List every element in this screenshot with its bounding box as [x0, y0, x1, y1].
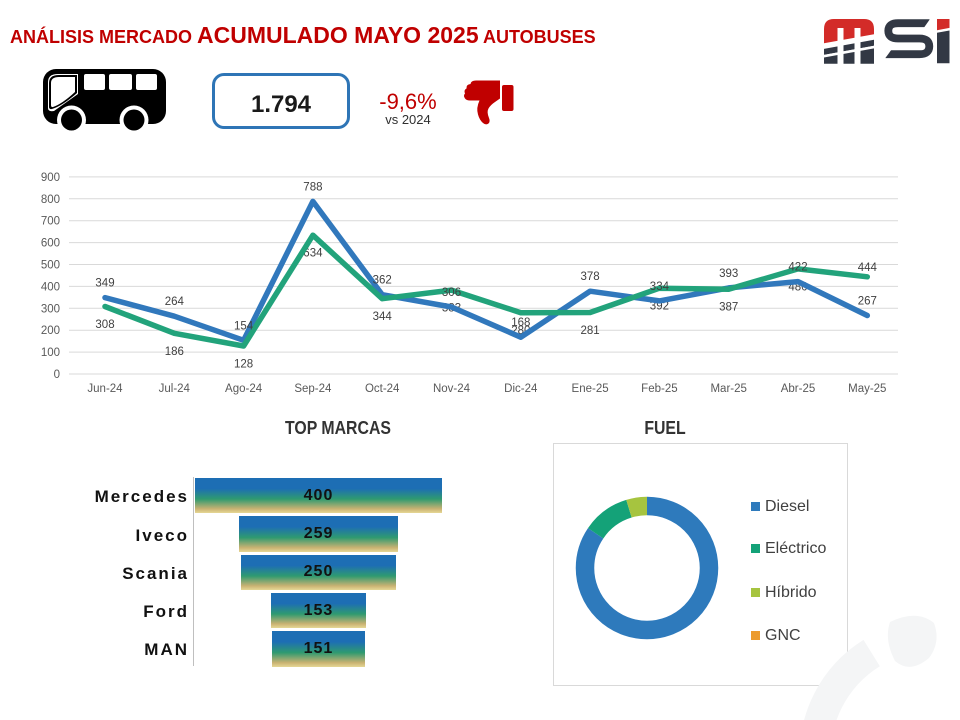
svg-text:Ago-24: Ago-24	[225, 383, 263, 395]
svg-text:Nov-24: Nov-24	[433, 383, 471, 395]
svg-text:300: 300	[41, 303, 60, 315]
svg-text:168: 168	[511, 317, 530, 329]
svg-text:Feb-25: Feb-25	[641, 383, 677, 395]
svg-text:281: 281	[581, 325, 600, 337]
svg-text:500: 500	[41, 260, 60, 272]
svg-text:800: 800	[41, 194, 60, 206]
svg-text:634: 634	[303, 248, 323, 260]
svg-text:362: 362	[373, 275, 392, 287]
svg-text:154: 154	[234, 320, 254, 332]
svg-text:128: 128	[234, 359, 253, 371]
svg-text:Jul-24: Jul-24	[159, 383, 191, 395]
svg-text:393: 393	[719, 268, 738, 280]
svg-text:100: 100	[41, 347, 60, 359]
svg-text:387: 387	[719, 302, 738, 314]
svg-text:349: 349	[95, 278, 114, 290]
svg-text:308: 308	[95, 319, 114, 331]
svg-text:Dic-24: Dic-24	[504, 383, 538, 395]
svg-text:Jun-24: Jun-24	[87, 383, 123, 395]
svg-text:Sep-24: Sep-24	[294, 383, 332, 395]
svg-text:600: 600	[41, 238, 60, 250]
svg-text:264: 264	[165, 296, 185, 308]
svg-text:306: 306	[442, 287, 461, 299]
svg-text:Ene-25: Ene-25	[572, 383, 609, 395]
svg-text:422: 422	[788, 262, 807, 274]
svg-text:186: 186	[165, 346, 184, 358]
svg-text:344: 344	[373, 311, 393, 323]
svg-text:900: 900	[41, 172, 60, 184]
svg-text:200: 200	[41, 325, 60, 337]
svg-text:788: 788	[303, 181, 322, 193]
svg-text:Oct-24: Oct-24	[365, 383, 400, 395]
svg-text:267: 267	[858, 296, 877, 308]
svg-text:Mar-25: Mar-25	[710, 383, 746, 395]
svg-text:Abr-25: Abr-25	[781, 383, 816, 395]
svg-text:378: 378	[581, 271, 600, 283]
svg-text:May-25: May-25	[848, 383, 886, 395]
svg-text:400: 400	[41, 281, 60, 293]
svg-text:444: 444	[858, 262, 878, 274]
svg-text:392: 392	[650, 301, 669, 313]
svg-text:0: 0	[54, 369, 60, 381]
svg-text:334: 334	[650, 281, 670, 293]
svg-text:700: 700	[41, 216, 60, 228]
